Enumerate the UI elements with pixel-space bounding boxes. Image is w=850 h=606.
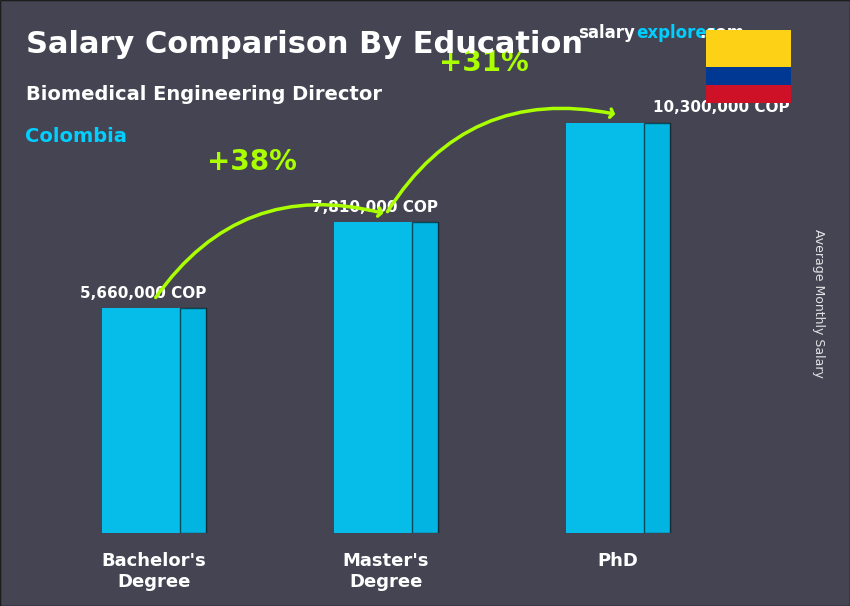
- Text: +31%: +31%: [439, 49, 528, 77]
- FancyBboxPatch shape: [180, 308, 207, 533]
- FancyBboxPatch shape: [412, 222, 439, 533]
- Text: .com: .com: [700, 24, 745, 42]
- Bar: [102, 308, 207, 533]
- Bar: [334, 222, 439, 533]
- Text: Biomedical Engineering Director: Biomedical Engineering Director: [26, 85, 382, 104]
- Text: 10,300,000 COP: 10,300,000 COP: [653, 101, 790, 116]
- Text: Colombia: Colombia: [26, 127, 128, 146]
- Text: 7,810,000 COP: 7,810,000 COP: [312, 200, 438, 215]
- Text: +38%: +38%: [207, 148, 297, 176]
- Text: salary: salary: [578, 24, 635, 42]
- Bar: [566, 122, 670, 533]
- Text: Salary Comparison By Education: Salary Comparison By Education: [26, 30, 582, 59]
- FancyBboxPatch shape: [644, 122, 670, 533]
- Text: Average Monthly Salary: Average Monthly Salary: [812, 228, 824, 378]
- Text: explorer: explorer: [636, 24, 715, 42]
- Text: 5,660,000 COP: 5,660,000 COP: [80, 285, 207, 301]
